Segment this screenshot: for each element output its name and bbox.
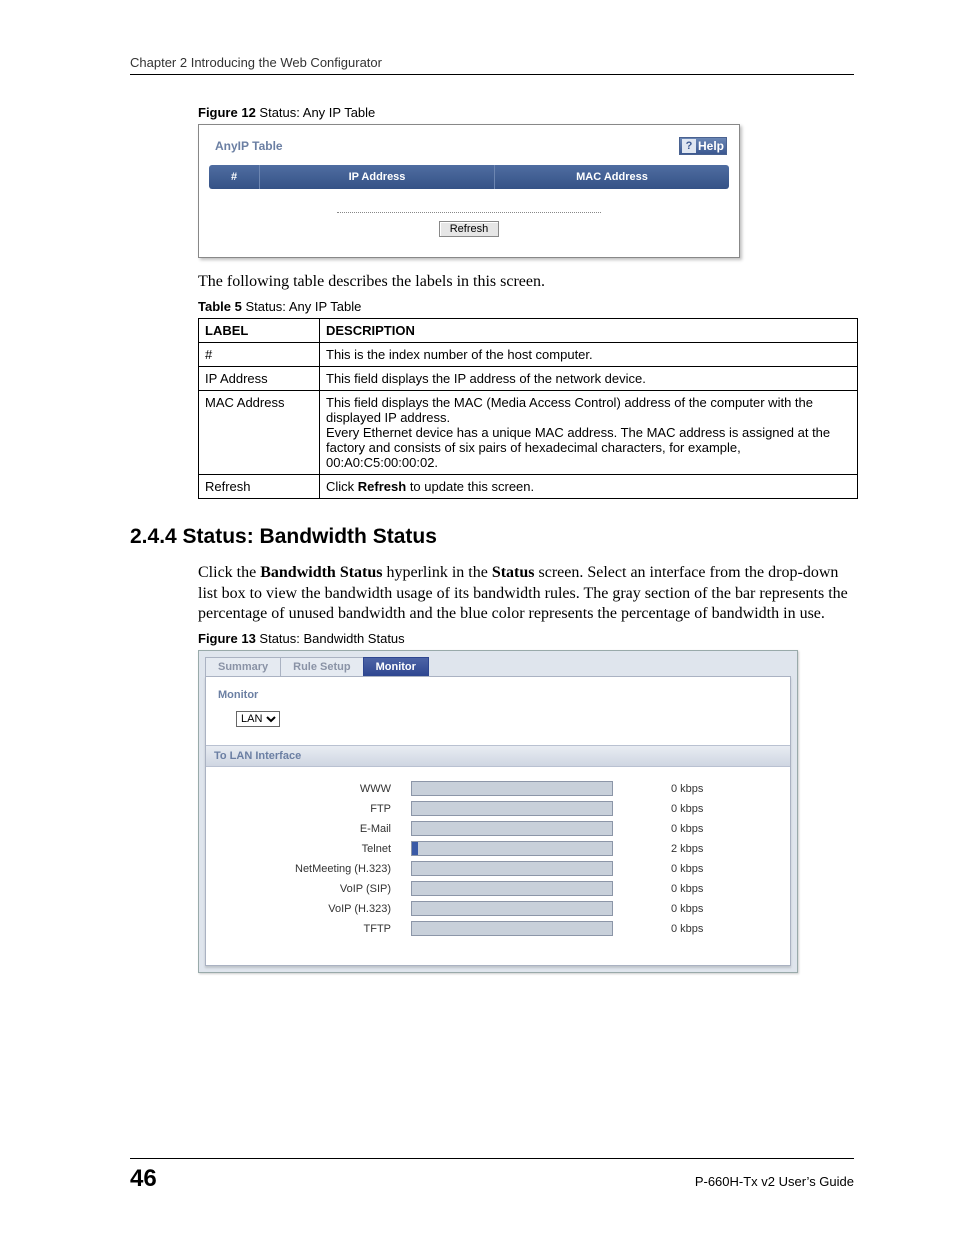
bandwidth-name: TFTP bbox=[216, 923, 411, 935]
interface-select[interactable]: LAN bbox=[236, 711, 280, 727]
table-empty-row bbox=[337, 211, 601, 213]
cell-label: MAC Address bbox=[199, 390, 320, 474]
bandwidth-value: 0 kbps bbox=[613, 803, 703, 815]
col-index: # bbox=[209, 165, 259, 189]
bandwidth-bar bbox=[411, 861, 613, 876]
cell-desc: This field displays the IP address of th… bbox=[320, 366, 858, 390]
section-heading: 2.4.4 Status: Bandwidth Status bbox=[130, 525, 854, 549]
bandwidth-row: FTP 0 kbps bbox=[216, 801, 780, 816]
help-button[interactable]: ?Help bbox=[679, 137, 727, 155]
table5-head-desc: DESCRIPTION bbox=[320, 318, 858, 342]
anyip-table-header: # IP Address MAC Address bbox=[209, 165, 729, 189]
cell-label: Refresh bbox=[199, 474, 320, 498]
table-row: MAC Address This field displays the MAC … bbox=[199, 390, 858, 474]
section-paragraph: Click the Bandwidth Status hyperlink in … bbox=[198, 563, 854, 625]
bandwidth-row: WWW 0 kbps bbox=[216, 781, 780, 796]
table5-caption: Table 5 Status: Any IP Table bbox=[198, 299, 854, 314]
help-label: Help bbox=[698, 139, 724, 153]
bandwidth-value: 0 kbps bbox=[613, 923, 703, 935]
bandwidth-row: E-Mail 0 kbps bbox=[216, 821, 780, 836]
guide-name: P-660H-Tx v2 User’s Guide bbox=[695, 1174, 854, 1189]
bandwidth-value: 2 kbps bbox=[613, 843, 703, 855]
figure12-caption: Figure 12 Status: Any IP Table bbox=[198, 105, 854, 120]
cell-desc: This field displays the MAC (Media Acces… bbox=[320, 390, 858, 474]
bandwidth-name: NetMeeting (H.323) bbox=[216, 863, 411, 875]
figure13-caption-rest: Status: Bandwidth Status bbox=[256, 631, 405, 646]
para-text: hyperlink in the bbox=[383, 564, 492, 581]
bandwidth-name: Telnet bbox=[216, 843, 411, 855]
bandwidth-value: 0 kbps bbox=[613, 863, 703, 875]
table5: LABEL DESCRIPTION # This is the index nu… bbox=[198, 318, 858, 499]
bandwidth-value: 0 kbps bbox=[613, 883, 703, 895]
bandwidth-bar bbox=[411, 901, 613, 916]
cell-label: # bbox=[199, 342, 320, 366]
page-number: 46 bbox=[130, 1165, 157, 1193]
cell-desc: Click Refresh to update this screen. bbox=[320, 474, 858, 498]
tab-monitor[interactable]: Monitor bbox=[363, 657, 429, 676]
figure12-caption-bold: Figure 12 bbox=[198, 105, 256, 120]
bandwidth-row: VoIP (SIP) 0 kbps bbox=[216, 881, 780, 896]
figure13-panel: Summary Rule Setup Monitor Monitor LAN T… bbox=[198, 650, 798, 973]
bandwidth-bar bbox=[411, 881, 613, 896]
monitor-label: Monitor bbox=[218, 689, 780, 701]
cell-desc-bold: Refresh bbox=[358, 479, 406, 494]
cell-desc: This is the index number of the host com… bbox=[320, 342, 858, 366]
para-bold: Bandwidth Status bbox=[260, 564, 382, 581]
para-text: Click the bbox=[198, 564, 260, 581]
page-footer: 46 P-660H-Tx v2 User’s Guide bbox=[130, 1158, 854, 1193]
bandwidth-row: Telnet 2 kbps bbox=[216, 841, 780, 856]
figure13-caption-bold: Figure 13 bbox=[198, 631, 256, 646]
para-bold: Status bbox=[492, 564, 535, 581]
table5-head-label: LABEL bbox=[199, 318, 320, 342]
help-icon: ? bbox=[682, 139, 696, 153]
bandwidth-bar bbox=[411, 821, 613, 836]
cell-desc-prefix: Click bbox=[326, 479, 358, 494]
header-rule bbox=[130, 74, 854, 75]
bandwidth-row: TFTP 0 kbps bbox=[216, 921, 780, 936]
bandwidth-row: NetMeeting (H.323) 0 kbps bbox=[216, 861, 780, 876]
table-row: IP Address This field displays the IP ad… bbox=[199, 366, 858, 390]
table-row: # This is the index number of the host c… bbox=[199, 342, 858, 366]
bandwidth-value: 0 kbps bbox=[613, 903, 703, 915]
tabs: Summary Rule Setup Monitor bbox=[199, 651, 797, 676]
refresh-button[interactable]: Refresh bbox=[439, 221, 500, 237]
tab-summary[interactable]: Summary bbox=[205, 657, 281, 676]
bandwidth-name: VoIP (H.323) bbox=[216, 903, 411, 915]
intro-text: The following table describes the labels… bbox=[198, 272, 854, 293]
bandwidth-name: VoIP (SIP) bbox=[216, 883, 411, 895]
figure13-caption: Figure 13 Status: Bandwidth Status bbox=[198, 631, 854, 646]
bandwidth-row: VoIP (H.323) 0 kbps bbox=[216, 901, 780, 916]
table5-caption-bold: Table 5 bbox=[198, 299, 242, 314]
anyip-table-title: AnyIP Table bbox=[215, 139, 283, 153]
chapter-header: Chapter 2 Introducing the Web Configurat… bbox=[130, 55, 854, 70]
bandwidth-bar-fill bbox=[412, 842, 418, 855]
bandwidth-value: 0 kbps bbox=[613, 783, 703, 795]
table5-caption-rest: Status: Any IP Table bbox=[242, 299, 362, 314]
figure12-caption-rest: Status: Any IP Table bbox=[256, 105, 376, 120]
col-ip: IP Address bbox=[259, 165, 494, 189]
to-lan-section-title: To LAN Interface bbox=[206, 745, 790, 767]
bandwidth-bar bbox=[411, 781, 613, 796]
tab-rule-setup[interactable]: Rule Setup bbox=[280, 657, 363, 676]
bandwidth-bar bbox=[411, 841, 613, 856]
table-row: Refresh Click Refresh to update this scr… bbox=[199, 474, 858, 498]
col-mac: MAC Address bbox=[494, 165, 729, 189]
bandwidth-name: FTP bbox=[216, 803, 411, 815]
bandwidth-bar bbox=[411, 801, 613, 816]
bandwidth-name: E-Mail bbox=[216, 823, 411, 835]
bandwidth-rows: WWW 0 kbps FTP 0 kbps E-Mail 0 kbps Telnet 2 kb… bbox=[216, 781, 780, 936]
bandwidth-name: WWW bbox=[216, 783, 411, 795]
figure12-panel: AnyIP Table ?Help # IP Address MAC Addre… bbox=[198, 124, 740, 258]
cell-desc-suffix: to update this screen. bbox=[406, 479, 534, 494]
bandwidth-value: 0 kbps bbox=[613, 823, 703, 835]
cell-label: IP Address bbox=[199, 366, 320, 390]
bandwidth-bar bbox=[411, 921, 613, 936]
